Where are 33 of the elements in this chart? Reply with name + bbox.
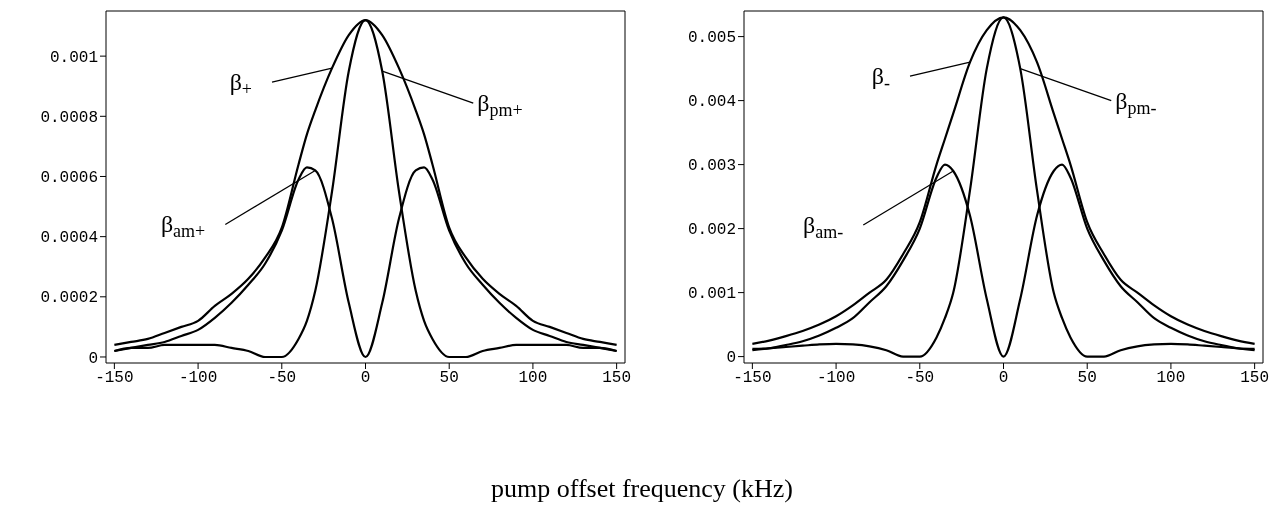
y-tick-label: 0.0006	[40, 169, 98, 188]
x-tick-label: 50	[439, 369, 459, 388]
y-tick-label: 0	[726, 349, 736, 368]
y-tick-label: 0.005	[687, 29, 736, 48]
x-tick-label: 100	[518, 369, 548, 388]
y-tick-label: 0.004	[687, 93, 736, 112]
y-tick-label: 0.002	[687, 221, 736, 240]
annotation: β$_{+}$	[229, 69, 253, 99]
annotation: β$_{pm+}$	[477, 90, 523, 120]
x-axis-title: pump offset frequency (kHz)	[490, 474, 794, 504]
annotation: β$_{am-}$	[803, 212, 844, 242]
y-tick-label: 0.003	[687, 157, 736, 176]
y-tick-label: 0.001	[49, 48, 98, 67]
x-tick-label: -150	[95, 369, 134, 388]
x-tick-label: -100	[816, 369, 856, 388]
y-tick-label: 0.0008	[40, 108, 98, 127]
x-tick-label: 50	[1077, 369, 1097, 388]
y-tick-label: 0.0004	[40, 229, 98, 248]
x-tick-label: -50	[905, 369, 935, 388]
x-tick-label: -150	[733, 369, 772, 388]
x-tick-label: 100	[1156, 369, 1186, 388]
x-tick-label: 0	[998, 369, 1009, 388]
y-tick-label: 0.001	[687, 285, 736, 304]
x-tick-label: 150	[1240, 369, 1270, 388]
x-tick-label: 0	[360, 369, 371, 388]
annotation: β$_{-}$	[871, 63, 891, 93]
x-tick-label: -50	[267, 369, 297, 388]
y-tick-label: 0	[88, 349, 98, 368]
y-tick-label: 0.0002	[40, 289, 98, 308]
x-tick-label: -100	[178, 369, 218, 388]
annotation: β$_{am+}$	[160, 211, 206, 241]
x-tick-label: 150	[602, 369, 632, 388]
annotation: β$_{pm-}$	[1115, 87, 1157, 118]
